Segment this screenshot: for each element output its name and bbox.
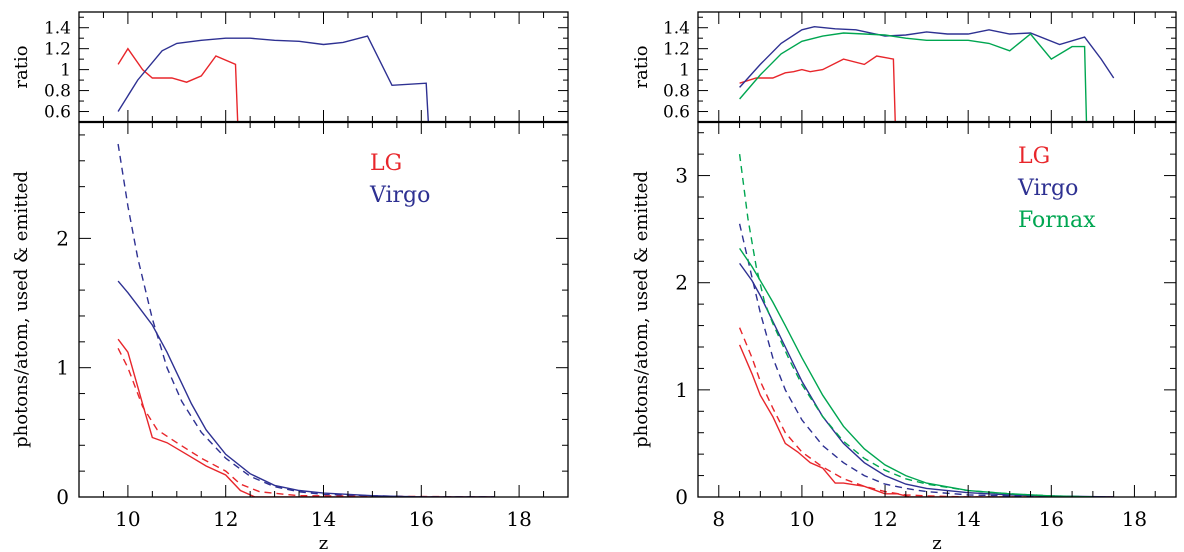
right-line-virgo-dashed — [738, 223, 1114, 497]
right-line-fornax-solid — [739, 248, 1093, 497]
left-ratio-line-lg — [117, 47, 239, 122]
right-ratio-ytick-label: 1.2 — [663, 40, 690, 60]
right-xtick-label: 16 — [1039, 507, 1064, 531]
left-ratio-line-virgo — [117, 35, 430, 122]
left-xtick-label: 16 — [409, 507, 434, 531]
right-xtick-label: 18 — [1122, 507, 1147, 531]
right-ratio-frame — [697, 11, 1177, 123]
right-xtick-label: 10 — [789, 507, 814, 531]
left-main-frame — [78, 121, 569, 498]
right-legend-lg: LG — [1018, 144, 1050, 169]
left-line-virgo-solid — [117, 280, 495, 497]
left-ytick-label: 0 — [56, 485, 69, 509]
left-xtick-label: 12 — [213, 507, 238, 531]
left-ratio-ytick-label: 0.8 — [44, 82, 71, 102]
left-line-virgo-dashed — [117, 143, 495, 497]
left-legend-lg: LG — [370, 151, 402, 176]
left-ratio-lines — [117, 35, 430, 122]
right-line-virgo-solid — [739, 262, 1114, 497]
left-xtick-label: 18 — [506, 507, 531, 531]
right-ratio-line-fornax — [739, 32, 1088, 122]
left-panel: 10 12 14 16 180120.60.811.21.4ratiophotons/a… — [11, 11, 569, 552]
right-main-lines — [738, 154, 1114, 497]
left-ytick-label: 1 — [56, 356, 69, 380]
right-main-frame — [697, 121, 1177, 498]
right-ytick-label: 3 — [675, 164, 688, 188]
right-line-lg-dashed — [738, 327, 1114, 497]
right-legend-fornax: Fornax — [1018, 208, 1096, 233]
left-main-ylabel: photons/atom, used & emitted — [11, 171, 32, 448]
right-ratio-ytick-label: 1 — [679, 61, 690, 81]
right-legend-virgo: Virgo — [1017, 176, 1078, 201]
right-ratio-ytick-label: 0.6 — [663, 103, 690, 123]
left-ratio-ytick-label: 1.2 — [44, 40, 71, 60]
right-panel: 8 10 12 14 16 1801230.60.811.21.4ratiophotons… — [631, 11, 1177, 552]
left-line-lg-solid — [117, 338, 495, 497]
left-ratio-frame — [78, 11, 569, 123]
right-xtick-label: 8 — [712, 507, 725, 531]
left-ratio-ytick-label: 1.4 — [44, 19, 71, 39]
right-ytick-label: 2 — [675, 271, 688, 295]
right-xtick-label: 12 — [872, 507, 897, 531]
right-main-ylabel: photons/atom, used & emitted — [631, 171, 652, 448]
right-ytick-label: 0 — [675, 485, 688, 509]
right-ratio-line-virgo — [739, 25, 1115, 88]
left-xlabel: z — [319, 533, 328, 552]
right-ratio-ytick-label: 0.8 — [663, 82, 690, 102]
right-line-fornax-dashed — [738, 154, 1093, 497]
right-ratio-lines — [739, 25, 1115, 122]
left-legend-virgo: Virgo — [369, 183, 430, 208]
right-ratio-ytick-label: 1.4 — [663, 19, 690, 39]
left-ytick-label: 2 — [56, 226, 69, 250]
right-xtick-label: 14 — [955, 507, 980, 531]
left-xtick-label: 14 — [311, 507, 336, 531]
left-main-lines — [117, 143, 495, 497]
left-ratio-ylabel: ratio — [11, 45, 32, 88]
right-ratio-line-lg — [739, 55, 896, 122]
right-line-lg-solid — [738, 344, 1114, 497]
right-ratio-ylabel: ratio — [631, 45, 652, 88]
left-xtick-label: 10 — [115, 507, 140, 531]
left-line-lg-dashed — [117, 347, 495, 497]
left-ratio-ytick-label: 1 — [60, 61, 71, 81]
right-xlabel: z — [932, 533, 941, 552]
left-ratio-ytick-label: 0.6 — [44, 103, 71, 123]
right-ytick-label: 1 — [675, 378, 688, 402]
